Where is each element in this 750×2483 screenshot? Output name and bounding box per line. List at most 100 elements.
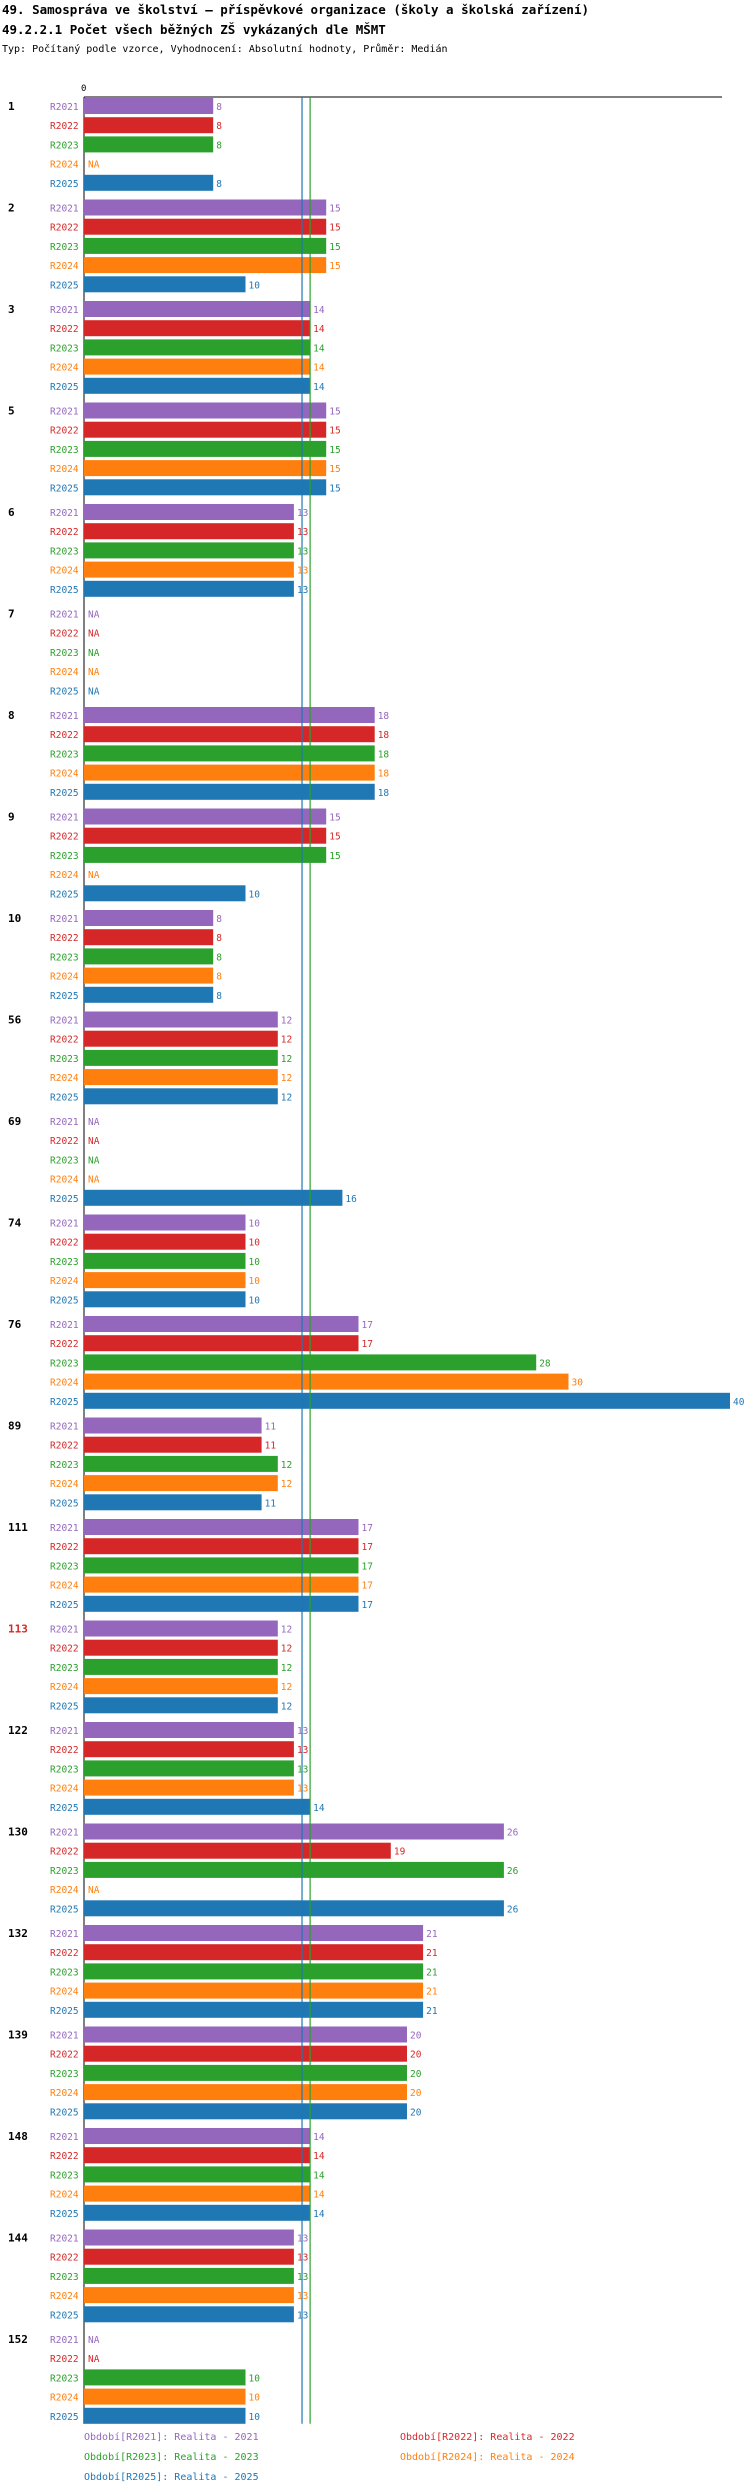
series-row-label: R2025 <box>50 2412 79 2423</box>
bar-value-label: 8 <box>216 933 222 944</box>
bar-value-label: 13 <box>297 1764 308 1775</box>
series-row-label: R2025 <box>50 788 79 799</box>
series-row-label: R2023 <box>50 546 79 557</box>
series-row-label: R2025 <box>50 2006 79 2017</box>
category-label: 132 <box>8 1927 28 1940</box>
series-row-label: R2024 <box>50 1784 79 1795</box>
bar <box>84 1335 359 1352</box>
bar-value-label: 17 <box>362 1542 373 1553</box>
bar <box>84 783 375 800</box>
bar <box>84 1417 262 1434</box>
bar-value-label: 14 <box>313 305 325 316</box>
bar-value-label: 26 <box>507 1828 519 1839</box>
bar <box>84 460 327 477</box>
bar <box>84 986 214 1003</box>
category-label: 3 <box>8 303 15 316</box>
series-row-label: R2025 <box>50 889 79 900</box>
bar-value-label: 13 <box>297 585 308 596</box>
bar-value-label: 16 <box>345 1194 357 1205</box>
na-label: NA <box>88 686 100 697</box>
bar <box>84 504 294 520</box>
bar-value-label: 10 <box>249 2393 261 2404</box>
bar-value-label: 11 <box>265 1498 277 1509</box>
bar-value-label: 18 <box>378 730 390 741</box>
category-label: 9 <box>8 811 15 824</box>
series-row-label: R2025 <box>50 1295 79 1306</box>
series-row-label: R2024 <box>50 2291 79 2302</box>
series-row-label: R2025 <box>50 2310 79 2321</box>
series-row-label: R2022 <box>50 426 79 437</box>
series-row-label: R2021 <box>50 1422 79 1433</box>
bar-value-label: 13 <box>297 508 308 519</box>
bar <box>84 885 246 902</box>
category-label: 113 <box>8 1623 28 1636</box>
series-row-label: R2024 <box>50 363 79 374</box>
series-row-label: R2022 <box>50 1948 79 1959</box>
series-row-label: R2022 <box>50 121 79 132</box>
bar-value-label: 11 <box>265 1422 277 1433</box>
series-row-label: R2022 <box>50 629 79 640</box>
series-row-label: R2022 <box>50 933 79 944</box>
series-row-label: R2022 <box>50 527 79 538</box>
series-row-label: R2022 <box>50 1339 79 1350</box>
bar <box>84 1760 294 1777</box>
series-row-label: R2023 <box>50 1460 79 1471</box>
category-label: 76 <box>8 1318 22 1331</box>
bar-value-label: 12 <box>281 1701 292 1712</box>
bar-value-label: 20 <box>410 2107 422 2118</box>
series-row-label: R2025 <box>50 1600 79 1611</box>
series-row-label: R2022 <box>50 223 79 234</box>
bar-value-label: 21 <box>426 1987 438 1998</box>
bar <box>84 1944 424 1961</box>
series-row-label: R2022 <box>50 1542 79 1553</box>
series-row-label: R2023 <box>50 1561 79 1572</box>
series-row-label: R2021 <box>50 407 79 418</box>
chart-subtitle-title: 49.2.2.1 Počet všech běžných ZŠ vykázaný… <box>2 22 386 37</box>
series-row-label: R2022 <box>50 1136 79 1147</box>
bar-value-label: 13 <box>297 527 308 538</box>
series-row-label: R2024 <box>50 1378 79 1389</box>
bar-value-label: 20 <box>410 2069 422 2080</box>
bar <box>84 1620 278 1637</box>
bar <box>84 2229 294 2246</box>
bar-value-label: 10 <box>249 1276 261 1287</box>
bar <box>84 2388 246 2405</box>
series-row-label: R2024 <box>50 261 79 272</box>
series-row-label: R2023 <box>50 140 79 151</box>
bar-value-label: 8 <box>216 121 222 132</box>
series-row-label: R2023 <box>50 1764 79 1775</box>
bar-value-label: 15 <box>329 464 340 475</box>
series-row-label: R2021 <box>50 1625 79 1636</box>
bar <box>84 846 327 863</box>
series-row-label: R2023 <box>50 851 79 862</box>
bar-value-label: 15 <box>329 261 340 272</box>
bar <box>84 1963 424 1980</box>
na-label: NA <box>88 2335 100 2346</box>
series-row-label: R2021 <box>50 1016 79 1027</box>
bar-value-label: 8 <box>216 914 222 925</box>
bar <box>84 1011 278 1028</box>
bar-value-label: 15 <box>329 483 340 494</box>
bar <box>84 1823 504 1840</box>
category-label: 144 <box>8 2232 28 2245</box>
series-row-label: R2025 <box>50 1701 79 1712</box>
bar <box>84 1925 424 1941</box>
series-row-label: R2025 <box>50 1194 79 1205</box>
bar-value-label: 12 <box>281 1644 292 1655</box>
category-label: 69 <box>8 1115 21 1128</box>
series-row-label: R2021 <box>50 1219 79 1230</box>
bar <box>84 1900 504 1917</box>
bar <box>84 726 375 743</box>
category-label: 6 <box>8 506 15 519</box>
bar-value-label: 18 <box>378 711 390 722</box>
bar <box>84 1697 278 1714</box>
series-row-label: R2021 <box>50 2132 79 2143</box>
series-row-label: R2021 <box>50 305 79 316</box>
series-row-label: R2024 <box>50 1987 79 1998</box>
series-row-label: R2025 <box>50 1498 79 1509</box>
bar <box>84 1494 262 1511</box>
bar-value-label: 21 <box>426 1948 438 1959</box>
series-row-label: R2023 <box>50 2373 79 2384</box>
category-label: 56 <box>8 1014 22 1027</box>
